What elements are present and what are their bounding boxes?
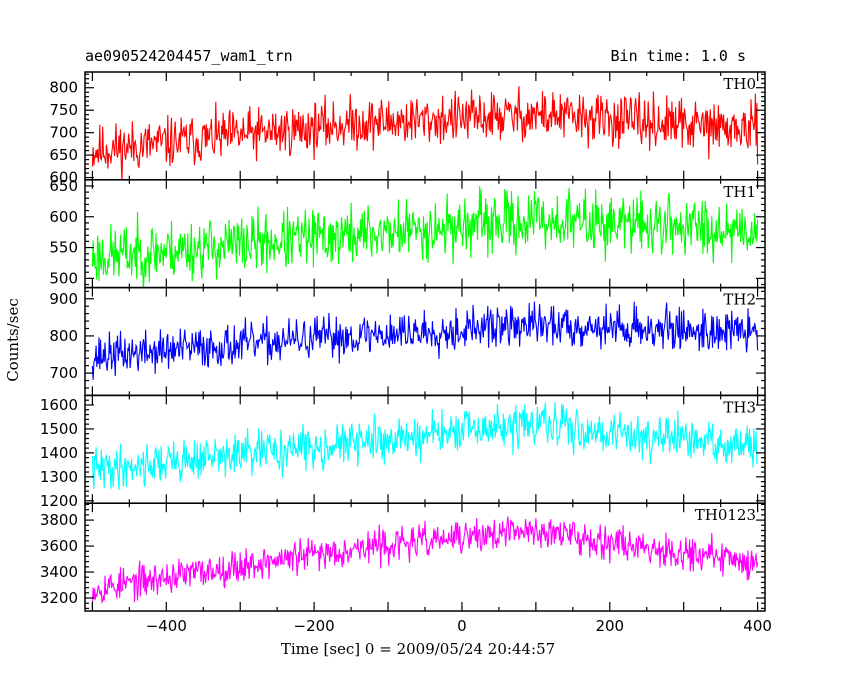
y-tick-label: 900	[49, 290, 78, 308]
series-label-th0: TH0	[723, 75, 756, 93]
y-tick-label: 1500	[40, 420, 78, 438]
panel-th0123: 3200 3400 3600 3800 TH0123	[40, 502, 766, 612]
y-tick-label: 800	[49, 79, 78, 97]
y-tick-label: 1300	[40, 468, 78, 486]
y-tick-label: 1200	[40, 492, 78, 510]
series-line-th0123	[91, 516, 759, 607]
series-label-th2: TH2	[723, 291, 756, 309]
x-tick-label: −400	[146, 617, 187, 635]
x-tick-label: 200	[595, 617, 624, 635]
y-tick-label: 3200	[40, 589, 78, 607]
y-tick-label: 550	[49, 239, 78, 257]
y-tick-label: 650	[49, 146, 78, 164]
y-tick-label: 500	[49, 269, 78, 287]
x-axis: −400 −200 0 200 400	[146, 617, 772, 635]
y-axis-label: Counts/sec	[4, 298, 22, 382]
panel-th3: 1200 1300 1400 1500 1600 TH3	[40, 394, 766, 510]
y-tick-label: 600	[49, 208, 78, 226]
y-tick-label: 3800	[40, 511, 78, 529]
series-label-th0123: TH0123	[695, 506, 756, 524]
y-tick-label: 700	[49, 364, 78, 382]
panel-th2: 700 800 900 TH2	[49, 286, 766, 397]
y-tick-label: 3400	[40, 563, 78, 581]
series-label-th1: TH1	[723, 183, 756, 201]
y-tick-label: 700	[49, 124, 78, 142]
x-tick-label: −200	[294, 617, 335, 635]
bin-time: Bin time: 1.0 s	[611, 47, 746, 65]
x-axis-label: Time [sec] 0 = 2009/05/24 20:44:57	[281, 640, 555, 658]
y-tick-label: 1400	[40, 444, 78, 462]
x-tick-label: 400	[743, 617, 772, 635]
series-line-th3	[91, 401, 759, 490]
y-tick-label: 800	[49, 327, 78, 345]
y-tick-label: 750	[49, 101, 78, 119]
series-line-th2	[91, 301, 759, 380]
y-tick-label: 600	[49, 169, 78, 187]
panel-th0: 600 650 700 750 800 TH0	[49, 71, 766, 187]
object-name: ae090524204457_wam1_trn	[85, 47, 293, 65]
series-line-th0	[91, 86, 759, 180]
series-line-th1	[91, 185, 759, 288]
y-tick-label: 650	[49, 177, 78, 195]
series-label-th3: TH3	[723, 398, 756, 416]
panel-th1: 500 550 600 650 TH1	[49, 177, 766, 289]
y-tick-label: 1600	[40, 396, 78, 414]
x-tick-label: 0	[457, 617, 467, 635]
y-tick-label: 3600	[40, 537, 78, 555]
